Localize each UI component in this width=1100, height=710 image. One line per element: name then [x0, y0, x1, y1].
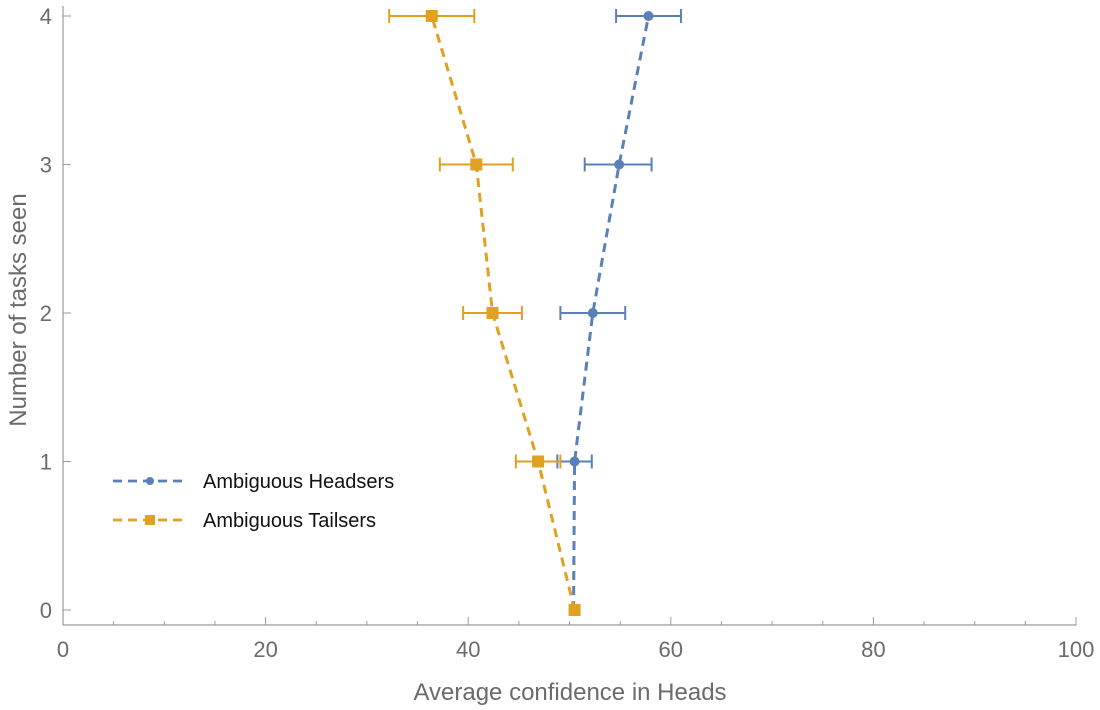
series-line: [572, 15, 650, 611]
y-tick-label: 1: [40, 450, 52, 475]
x-tick-label: 20: [253, 637, 277, 662]
data-point: [614, 159, 625, 170]
data-point: [587, 308, 598, 318]
x-tick-label: 0: [57, 637, 69, 662]
legend-label-headsers: Ambiguous Headsers: [203, 471, 394, 493]
data-point: [532, 455, 545, 468]
data-point: [486, 307, 499, 319]
x-tick-label: 60: [659, 637, 683, 662]
legend-item-headsers: Ambiguous Headsers: [113, 471, 394, 493]
y-ticks: 0 1 2 3 4: [40, 4, 71, 623]
data-point: [470, 158, 483, 171]
data-point: [643, 11, 654, 21]
series-tailsers: [388, 9, 581, 616]
legend-item-tailsers: Ambiguous Tailsers: [113, 510, 376, 532]
legend-marker-tailsers: [145, 515, 155, 525]
y-tick-label: 4: [40, 4, 52, 29]
data-point: [569, 456, 580, 467]
legend-marker-headsers: [146, 477, 154, 485]
x-ticks: 0 20 40 60 80 100: [57, 617, 1094, 662]
y-tick-label: 0: [40, 598, 52, 623]
data-point: [425, 10, 438, 22]
y-tick-label: 2: [40, 301, 52, 326]
data-point: [568, 604, 581, 616]
x-tick-label: 40: [456, 637, 480, 662]
x-axis-title: Average confidence in Heads: [413, 679, 726, 706]
y-tick-label: 3: [40, 153, 52, 178]
series-headsers: [556, 9, 682, 615]
y-axis-title: Number of tasks seen: [5, 193, 32, 426]
x-tick-label: 100: [1058, 637, 1095, 662]
x-tick-label: 80: [861, 637, 885, 662]
axes: [62, 6, 1076, 626]
legend: Ambiguous Headsers Ambiguous Tailsers: [113, 471, 394, 532]
legend-label-tailsers: Ambiguous Tailsers: [203, 510, 376, 532]
series-layer: [388, 9, 682, 616]
